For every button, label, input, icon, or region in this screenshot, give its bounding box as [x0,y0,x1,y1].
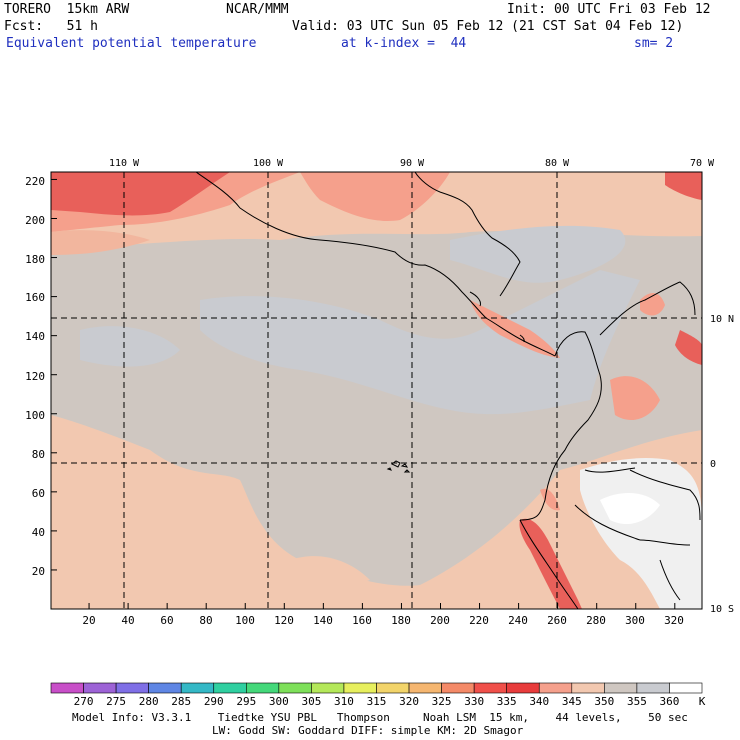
grid-y-label: 20 [32,565,45,578]
colorbar-label: 335 [497,695,517,708]
model-info-line1: Model Info: V3.3.1 Tiedtke YSU PBL Thomp… [72,711,688,724]
grid-y-label: 140 [25,330,45,343]
colorbar-swatch [213,682,247,694]
colorbar-label: 305 [301,695,321,708]
grid-x-label: 240 [508,614,528,627]
colorbar-label: 330 [464,695,484,708]
colorbar-swatch [343,682,377,694]
grid-x-label: 300 [625,614,645,627]
colorbar-swatch [571,682,605,694]
colorbar-label: 315 [367,695,387,708]
colorbar-swatch [636,682,670,694]
colorbar-swatch [538,682,573,694]
colorbar-swatch [311,682,345,694]
lon-label-70w: 70 W [690,158,715,169]
coastlines [195,172,701,609]
grid-x-label: 200 [430,614,450,627]
lon-label-90w: 90 W [400,158,425,169]
colorbar-swatch [50,682,84,694]
colorbar [50,682,703,694]
level-label: at k-index = 44 [341,36,467,51]
valid-time: Valid: 03 UTC Sun 05 Feb 12 (21 CST Sat … [292,19,684,34]
map-field [51,172,702,609]
left-grid-labels: 220 200 180 160 140 120 100 80 60 40 20 [25,175,45,578]
grid-x-label: 100 [235,614,255,627]
grid-x-label: 120 [274,614,294,627]
colorbar-label: 355 [627,695,647,708]
colorbar-swatch [506,682,540,694]
lat-label-10n: 10 N [710,314,734,325]
colorbar-label: 295 [236,695,256,708]
smoothing-label: sm= 2 [634,36,674,51]
colorbar-label: 300 [269,695,289,708]
colorbar-swatch [408,682,442,694]
grid-x-label: 220 [469,614,489,627]
init-time: Init: 00 UTC Fri 03 Feb 12 [507,2,711,17]
bottom-grid-labels: 20 40 60 80 100 120 140 160 180 200 220 … [82,614,684,627]
colorbar-swatch [83,682,117,694]
grid-x-label: 40 [121,614,134,627]
grid-y-label: 80 [32,448,45,461]
colorbar-swatch [246,682,280,694]
grid-x-label: 260 [547,614,567,627]
grid-x-label: 60 [160,614,173,627]
colorbar-label: 345 [562,695,582,708]
field-name: Equivalent potential temperature [6,36,257,51]
grid-y-label: 160 [25,291,45,304]
colorbar-swatch [604,682,638,694]
grid-x-label: 320 [664,614,684,627]
grid-y-label: 180 [25,253,45,266]
forecast-hour: Fcst: 51 h [4,19,98,34]
grid-y-label: 100 [25,409,45,422]
grid-y-label: 200 [25,214,45,227]
center-label: NCAR/MMM [226,2,289,17]
grid-y-label: 40 [32,526,45,539]
axis-ticks [51,178,676,609]
lon-labels: 110 W 100 W 90 W 80 W 70 W [109,158,715,169]
grid-x-label: 80 [199,614,212,627]
grid-x-label: 160 [352,614,372,627]
colorbar-label: 340 [529,695,549,708]
colorbar-label: 290 [204,695,224,708]
model-info-line2: LW: Godd SW: Goddard DIFF: simple KM: 2D… [212,724,524,737]
grid-x-label: 140 [313,614,333,627]
colorbar-label: 350 [594,695,614,708]
colorbar-swatch [473,682,507,694]
colorbar-label: 320 [399,695,419,708]
colorbar-unit: K [699,695,706,708]
colorbar-swatch [115,682,149,694]
colorbar-swatch [278,682,312,694]
colorbar-swatch [180,682,215,694]
colorbar-label: 275 [106,695,126,708]
map-frame [50,171,703,610]
colorbar-swatch [669,682,703,694]
lon-label-100w: 100 W [253,158,284,169]
grid-x-label: 280 [586,614,606,627]
grid-y-label: 120 [25,370,45,383]
colorbar-label: 360 [660,695,680,708]
grid-x-label: 20 [82,614,95,627]
model-title: TORERO 15km ARW [4,2,130,17]
grid-y-label: 60 [32,487,45,500]
lon-label-80w: 80 W [545,158,570,169]
grid-x-label: 180 [391,614,411,627]
colorbar-swatch [148,682,182,694]
colorbar-swatch [441,682,475,694]
lon-label-110w: 110 W [109,158,140,169]
colorbar-labels: 270 275 280 285 290 295 300 305 310 315 320 325 330 3… [74,695,680,708]
colorbar-label: 285 [171,695,191,708]
colorbar-label: 325 [432,695,452,708]
lat-label-0: 0 [710,459,716,470]
lat-label-10s: 10 S [710,604,734,615]
colorbar-label: 270 [74,695,94,708]
colorbar-label: 310 [334,695,354,708]
graticule [51,172,702,609]
grid-y-label: 220 [25,175,45,188]
colorbar-label: 280 [139,695,159,708]
lat-labels: 10 N 0 10 S [710,314,734,615]
colorbar-swatch [376,682,410,694]
